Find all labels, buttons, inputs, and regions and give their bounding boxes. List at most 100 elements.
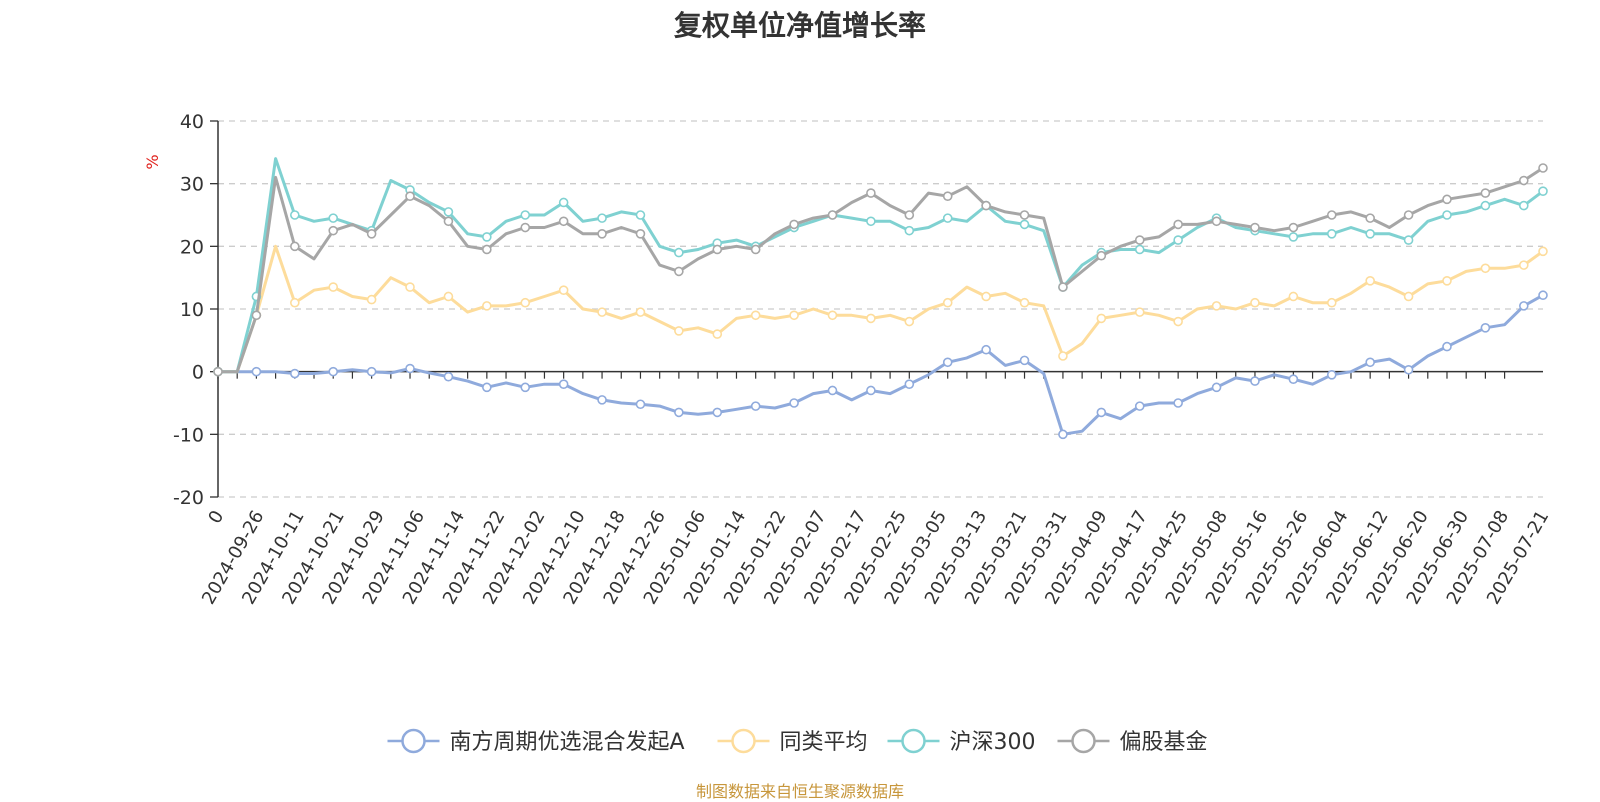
- legend-label: 偏股基金: [1120, 730, 1208, 755]
- y-tick-label: 0: [192, 362, 204, 384]
- y-tick-label: 20: [180, 236, 204, 258]
- data-point: [981, 344, 991, 355]
- data-point: [866, 188, 876, 198]
- legend-item-1[interactable]: 同类平均: [717, 728, 868, 755]
- data-point: [1403, 235, 1414, 245]
- data-point: [1134, 307, 1145, 317]
- data-point: [635, 229, 646, 239]
- data-point: [520, 382, 531, 393]
- legend-item-0[interactable]: 南方周期优选混合发起A: [387, 728, 685, 755]
- data-point: [981, 200, 991, 211]
- data-point: [674, 247, 684, 258]
- data-point: [712, 244, 723, 255]
- series-line: [218, 293, 1544, 436]
- data-point: [904, 316, 915, 327]
- data-point: [597, 213, 607, 223]
- series-2: [213, 157, 1548, 377]
- data-point: [712, 407, 723, 418]
- data-point: [597, 229, 607, 239]
- data-point: [1480, 200, 1491, 211]
- data-point: [942, 357, 953, 368]
- legend-label: 沪深300: [950, 730, 1036, 755]
- data-point: [827, 385, 838, 396]
- data-point: [1173, 316, 1183, 327]
- legend-marker: [731, 728, 756, 754]
- data-point: [1365, 229, 1375, 239]
- data-point: [328, 225, 339, 236]
- series-3: [213, 163, 1548, 377]
- data-point: [405, 191, 415, 201]
- grid-lines: [218, 120, 1543, 498]
- data-point: [1211, 216, 1222, 227]
- data-point: [482, 301, 492, 311]
- data-point: [1288, 222, 1299, 233]
- axes: -20-1001020304002024-09-262024-10-112024…: [173, 111, 1553, 608]
- data-point: [1058, 351, 1068, 361]
- data-point: [443, 291, 454, 302]
- data-point: [1403, 210, 1414, 220]
- data-point: [1518, 260, 1529, 270]
- data-point: [251, 366, 262, 377]
- data-point: [1019, 297, 1030, 308]
- data-point: [1096, 250, 1107, 261]
- data-point: [635, 307, 646, 317]
- data-point: [1518, 175, 1529, 186]
- data-point: [366, 294, 377, 305]
- legend-marker: [401, 728, 426, 754]
- data-point: [1326, 210, 1337, 220]
- data-point: [328, 366, 339, 377]
- data-point: [1326, 369, 1337, 380]
- series-line: [218, 166, 1544, 374]
- data-point: [1134, 401, 1145, 411]
- data-point: [942, 297, 953, 308]
- data-point: [1442, 194, 1452, 205]
- chart-title: 复权单位净值增长率: [673, 9, 926, 42]
- data-point: [328, 282, 339, 292]
- data-point: [1518, 200, 1529, 211]
- data-point: [635, 210, 646, 220]
- data-point: [520, 297, 531, 308]
- data-point: [366, 229, 377, 239]
- data-point: [1173, 235, 1183, 245]
- legend-item-3[interactable]: 偏股基金: [1057, 728, 1208, 755]
- y-tick-label: -10: [173, 424, 204, 446]
- data-point: [1518, 301, 1529, 311]
- data-point: [290, 368, 300, 379]
- legend-item-2[interactable]: 沪深300: [887, 728, 1036, 755]
- data-point: [443, 216, 454, 227]
- data-point: [1365, 275, 1375, 286]
- data-point: [1019, 210, 1030, 220]
- data-point: [558, 197, 569, 208]
- data-point: [1538, 290, 1548, 301]
- legend-marker: [901, 728, 926, 754]
- legend[interactable]: 南方周期优选混合发起A 同类平均 沪深300 偏股基金: [387, 728, 1208, 755]
- data-point: [1326, 229, 1337, 239]
- data-point: [1442, 341, 1452, 352]
- data-point: [366, 366, 377, 377]
- data-point: [213, 366, 223, 377]
- data-point: [866, 313, 876, 324]
- data-point: [1096, 407, 1107, 418]
- y-tick-label: 10: [180, 299, 204, 321]
- data-point: [750, 401, 761, 411]
- data-point: [290, 210, 300, 220]
- data-point: [482, 244, 492, 255]
- y-tick-label: 40: [180, 111, 204, 133]
- data-point: [1019, 355, 1030, 366]
- data-point: [1538, 186, 1548, 196]
- data-point: [1365, 213, 1375, 223]
- data-point: [1211, 301, 1222, 311]
- data-point: [290, 241, 300, 252]
- data-point: [1134, 235, 1145, 245]
- data-point: [328, 213, 339, 223]
- data-point: [290, 297, 300, 308]
- data-point: [635, 399, 646, 410]
- data-point: [1058, 282, 1068, 292]
- data-point: [405, 363, 415, 374]
- data-point: [251, 310, 262, 321]
- data-point: [904, 210, 915, 220]
- legend-marker: [1071, 728, 1096, 754]
- data-point: [1250, 376, 1260, 386]
- data-point: [750, 244, 761, 255]
- data-point: [1288, 374, 1299, 384]
